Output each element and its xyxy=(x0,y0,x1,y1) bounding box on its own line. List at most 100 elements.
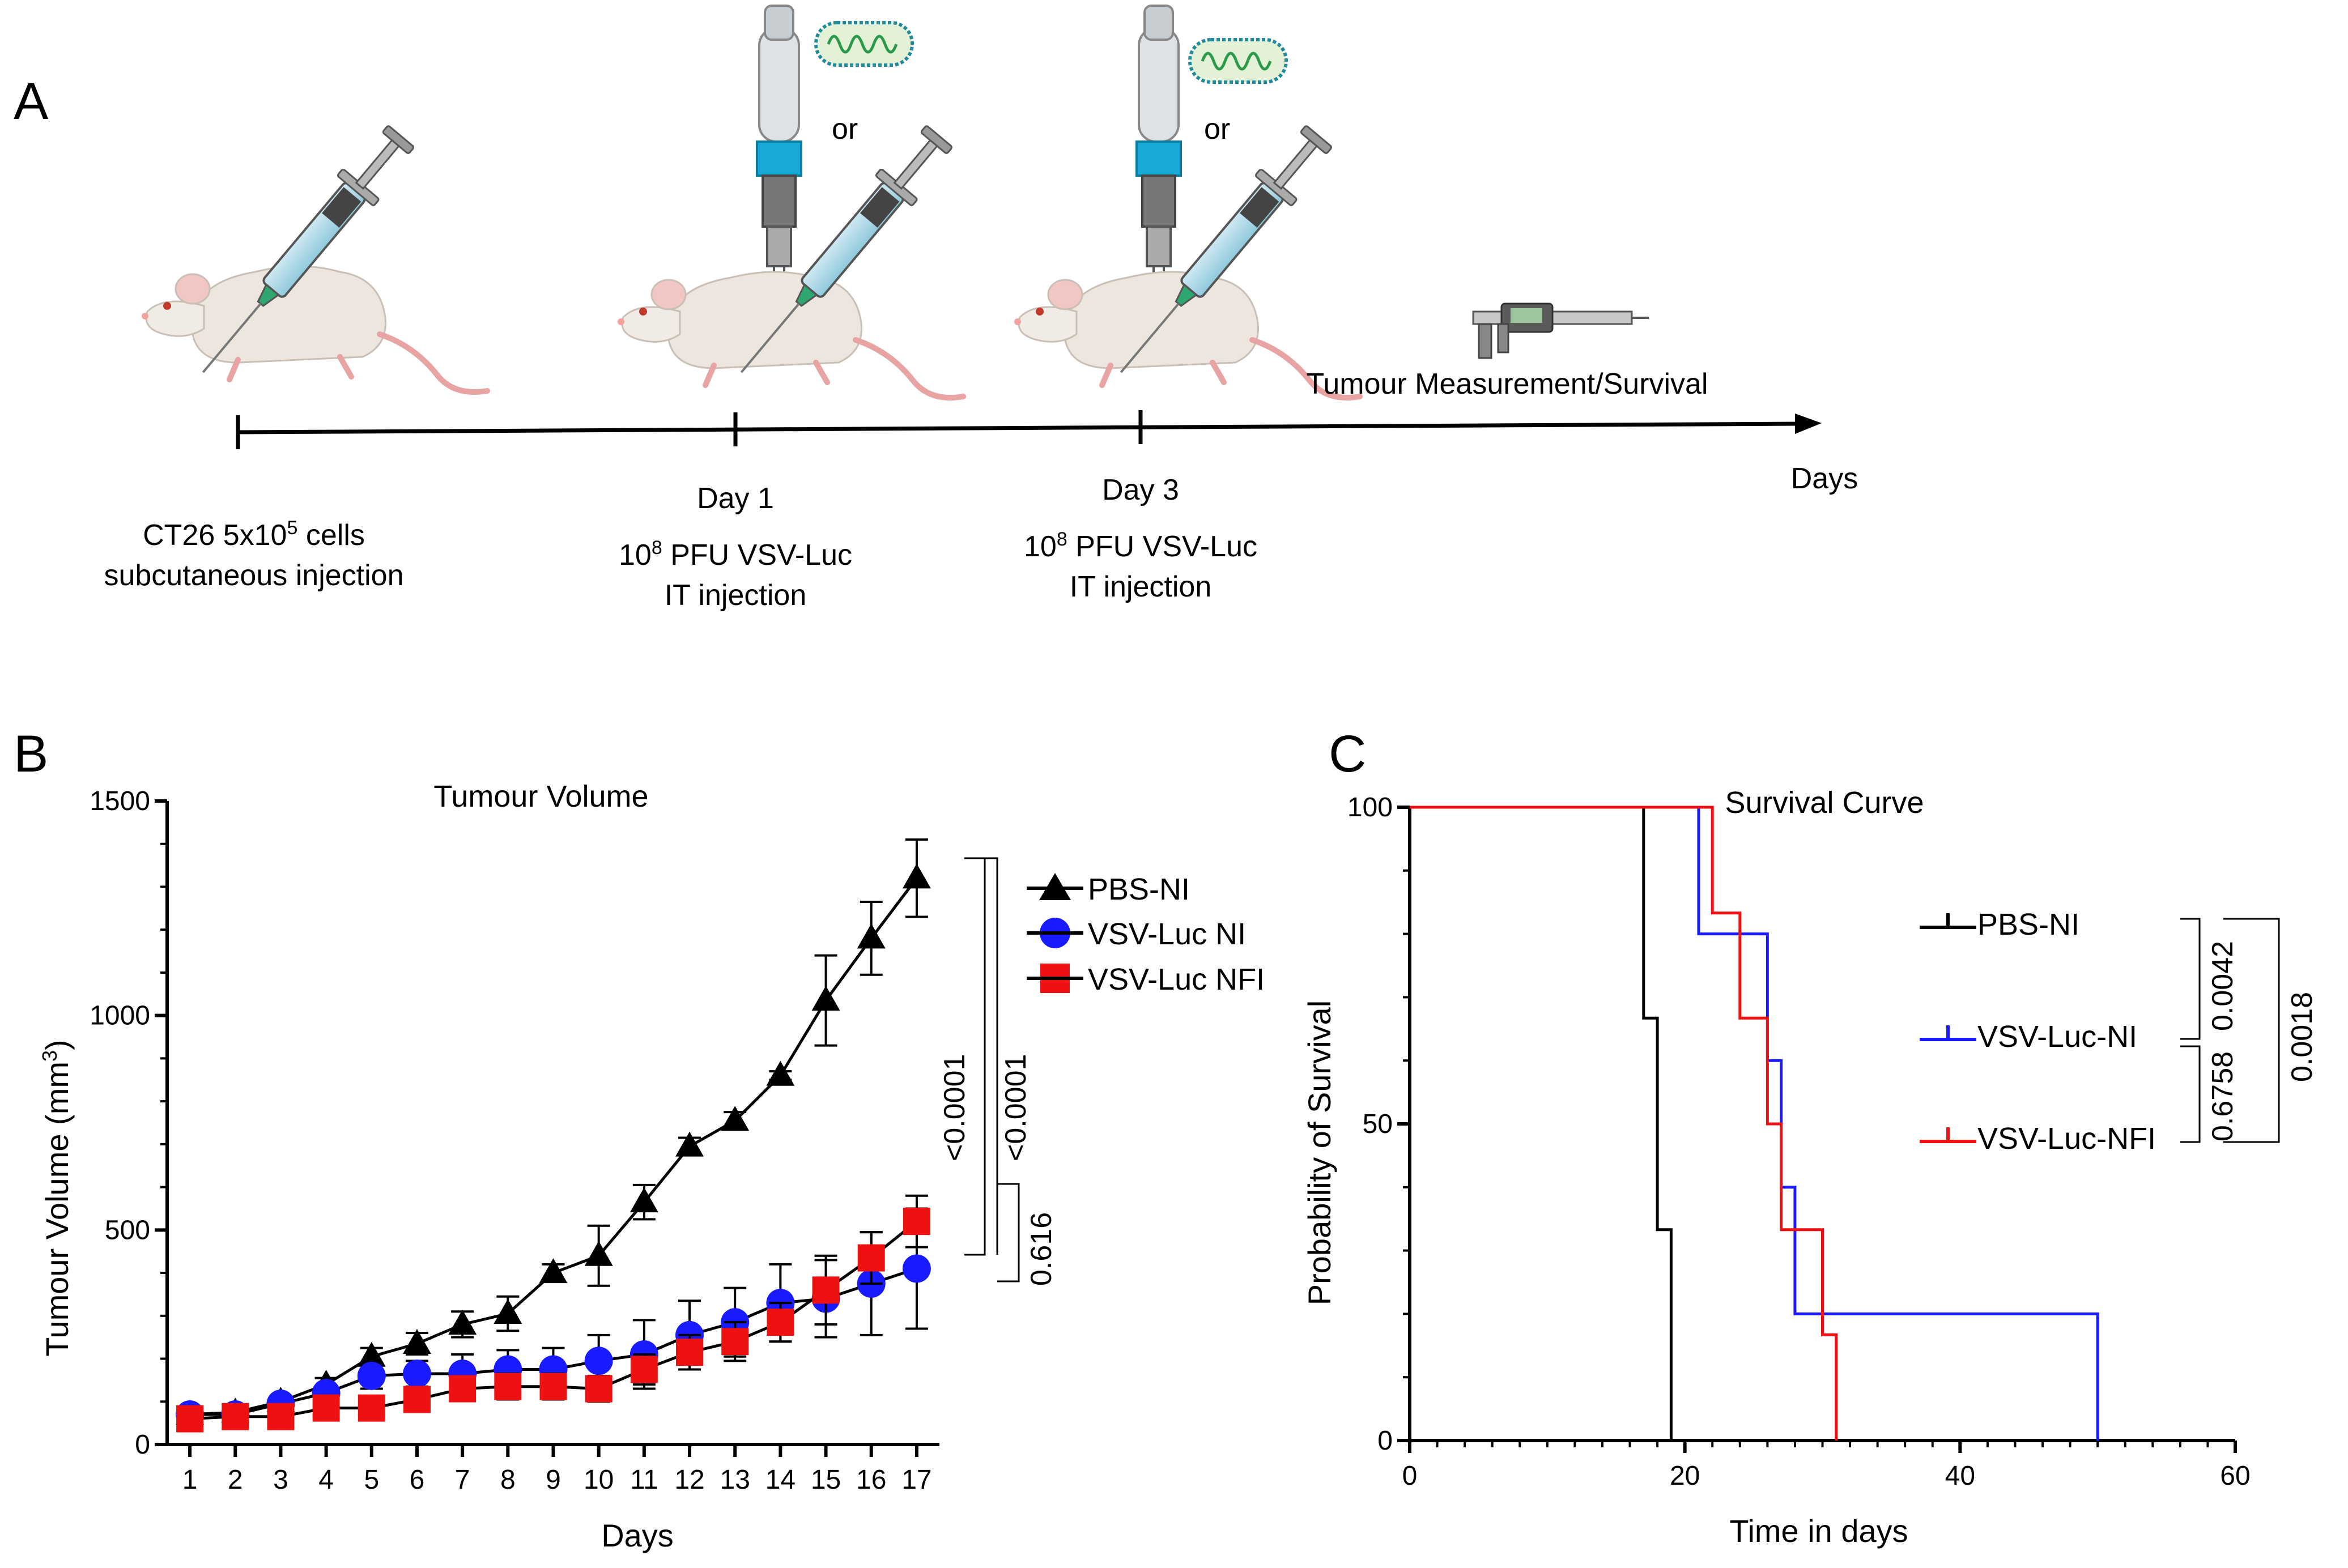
mouse-icon xyxy=(618,272,963,398)
data-point xyxy=(721,1106,750,1131)
x-tick-label: 11 xyxy=(630,1465,658,1495)
y-tick-label: 500 xyxy=(105,1215,150,1245)
data-point xyxy=(766,1060,795,1086)
pvalue-brackets: 0.0042 0.6758 0.0018 xyxy=(2180,918,2319,1143)
step-cells-line: CT26 5x105 cells xyxy=(143,517,365,552)
x-axis-label: Days xyxy=(601,1518,674,1553)
legend: PBS-NI VSV-Luc NI VSV-Luc NFI xyxy=(1027,872,1265,996)
pvalue-label: 0.0018 xyxy=(2286,992,2319,1082)
x-tick-label: 20 xyxy=(1670,1461,1700,1491)
timeline-axis xyxy=(237,421,1802,434)
x-tick-label: 40 xyxy=(1945,1461,1975,1491)
step-route-line: IT injection xyxy=(665,579,807,612)
data-point xyxy=(585,1375,612,1403)
y-tick-label: 1000 xyxy=(90,1001,150,1031)
data-point xyxy=(494,1299,522,1324)
legend: PBS-NI VSV-Luc-NI VSV-Luc-NFI xyxy=(1920,907,2156,1156)
data-point xyxy=(403,1386,431,1413)
x-tick-label: 15 xyxy=(811,1465,841,1495)
data-point xyxy=(811,986,840,1011)
legend-label: VSV-Luc-NI xyxy=(1977,1020,2137,1054)
step-dose-line: 108 PFU VSV-Luc xyxy=(1024,529,1257,563)
pvalue-label: <0.0001 xyxy=(999,1054,1032,1161)
data-point xyxy=(402,1360,431,1388)
x-tick-label: 6 xyxy=(410,1465,425,1495)
step-day-label: Day 1 xyxy=(697,482,774,515)
x-tick-label: 10 xyxy=(584,1465,614,1495)
survival-step-vsv-luc-nfi xyxy=(1410,806,1838,1441)
pvalue-brackets: <0.0001 <0.0001 0.616 xyxy=(938,857,1058,1286)
chart-title: Tumour Volume xyxy=(433,779,648,813)
x-tick-label: 1 xyxy=(182,1465,198,1495)
panel-letter-c: C xyxy=(1329,725,1366,783)
survival-step-vsv-luc-ni xyxy=(1410,806,2099,1441)
bracket xyxy=(2223,918,2280,1143)
data-point xyxy=(857,1244,885,1272)
data-point xyxy=(539,1258,568,1284)
electroporator-icon xyxy=(756,5,802,290)
mouse-icon xyxy=(142,266,487,392)
pvalue-label: 0.616 xyxy=(1025,1212,1058,1286)
data-point xyxy=(357,1341,386,1367)
data-point xyxy=(267,1403,295,1430)
x-tick-label: 2 xyxy=(228,1465,243,1495)
panel-a: A or or Tumour Measurement/Survival Days xyxy=(14,5,1858,612)
x-tick-label: 8 xyxy=(500,1465,516,1495)
x-tick-label: 13 xyxy=(720,1465,750,1495)
x-tick-label: 0 xyxy=(1402,1461,1418,1491)
data-point xyxy=(629,1187,658,1213)
legend-label: VSV-Luc-NFI xyxy=(1977,1122,2156,1156)
x-tick-label: 5 xyxy=(364,1465,379,1495)
series-line xyxy=(189,877,918,1416)
measurement-label: Tumour Measurement/Survival xyxy=(1307,368,1708,400)
data-point xyxy=(676,1339,704,1366)
x-tick-label: 4 xyxy=(318,1465,334,1495)
x-tick-label: 7 xyxy=(455,1465,470,1495)
y-tick-label: 0 xyxy=(135,1430,150,1460)
panel-letter-a: A xyxy=(14,73,49,130)
virus-icon xyxy=(816,23,912,65)
x-tick-label: 9 xyxy=(546,1465,561,1495)
y-axis-label: Tumour Volume (mm3) xyxy=(38,1039,75,1356)
chart-title: Survival Curve xyxy=(1725,786,1924,820)
caliper-icon xyxy=(1472,302,1649,359)
data-point xyxy=(222,1403,249,1430)
pvalue-label: <0.0001 xyxy=(938,1054,971,1161)
legend-item-vsv-luc-ni: VSV-Luc NI xyxy=(1027,917,1246,951)
legend-label: PBS-NI xyxy=(1088,872,1190,906)
x-tick-label: 12 xyxy=(674,1465,704,1495)
step-dose-line: 108 PFU VSV-Luc xyxy=(619,537,852,572)
y-tick-label: 50 xyxy=(1363,1109,1393,1139)
virus-icon xyxy=(1190,40,1286,82)
data-point xyxy=(494,1373,522,1400)
data-point xyxy=(721,1328,749,1356)
legend-label: VSV-Luc NI xyxy=(1088,917,1246,951)
x-axis-label: Time in days xyxy=(1729,1513,1908,1549)
x-tick-label: 16 xyxy=(856,1465,886,1495)
bracket xyxy=(2180,1045,2201,1143)
data-point xyxy=(448,1309,477,1335)
data-point xyxy=(357,1361,386,1390)
x-tick-label: 60 xyxy=(2220,1461,2250,1491)
legend-label: PBS-NI xyxy=(1977,907,2079,941)
y-axis-label: Probability of Survival xyxy=(1301,1000,1337,1305)
data-point xyxy=(902,863,931,889)
bracket xyxy=(964,857,998,1255)
legend-item-vsv-luc-nfi: VSV-Luc-NFI xyxy=(1920,1122,2156,1156)
data-point xyxy=(358,1394,385,1422)
legend-label: VSV-Luc NFI xyxy=(1088,962,1265,996)
x-tick-label: 17 xyxy=(901,1465,931,1495)
electroporator-icon xyxy=(1135,5,1182,290)
y-tick-label: 0 xyxy=(1377,1426,1393,1456)
panel-letter-b: B xyxy=(14,725,48,783)
y-tick-label: 1500 xyxy=(90,786,150,816)
step-route-line: subcutaneous injection xyxy=(104,559,403,592)
data-point xyxy=(584,1241,613,1266)
data-point xyxy=(584,1347,613,1375)
data-point xyxy=(312,1394,340,1422)
survival-step-pbs-ni xyxy=(1410,806,1673,1441)
data-point xyxy=(812,1276,840,1304)
data-point xyxy=(539,1373,567,1400)
bracket xyxy=(997,1183,1020,1282)
